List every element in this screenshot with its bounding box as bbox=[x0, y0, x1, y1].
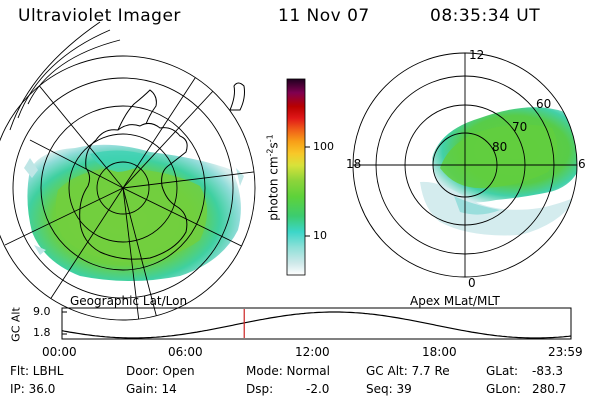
info-dsp: Dsp: bbox=[246, 382, 274, 396]
colorbar bbox=[286, 78, 310, 276]
aurora-image-left bbox=[24, 144, 244, 281]
observation-date: 11 Nov 07 bbox=[278, 6, 370, 26]
mlat-label-60: 60 bbox=[536, 97, 552, 111]
geographic-map bbox=[0, 21, 256, 321]
observation-time: 08:35:34 UT bbox=[430, 6, 541, 26]
x-tick-0000: 00:00 bbox=[42, 345, 77, 359]
coastline bbox=[79, 122, 188, 260]
colorbar-tick-label-100: 100 bbox=[313, 140, 334, 153]
info-glat: GLat: bbox=[486, 364, 519, 378]
info-ip: IP: 36.0 bbox=[10, 382, 56, 396]
info-seq: Seq: 39 bbox=[366, 382, 412, 396]
mlt-label-0: 0 bbox=[468, 276, 476, 290]
altitude-y-tick-high: 9.0 bbox=[33, 305, 51, 318]
info-gain: Gain: 14 bbox=[126, 382, 177, 396]
coastline-south-america bbox=[229, 82, 245, 111]
left-map-label: Geographic Lat/Lon bbox=[70, 294, 188, 308]
altitude-axis-label: GC Alt bbox=[9, 307, 23, 342]
mlat-grid bbox=[352, 52, 578, 278]
instrument-title: Ultraviolet Imager bbox=[18, 6, 181, 26]
info-gc-alt: GC Alt: 7.7 Re bbox=[366, 364, 450, 378]
geo-grid bbox=[0, 21, 256, 321]
altitude-plot-frame bbox=[61, 307, 572, 340]
colorbar-unit-exp2: -1 bbox=[265, 134, 275, 143]
mlt-label-12: 12 bbox=[469, 48, 485, 62]
x-tick-1800: 18:00 bbox=[422, 345, 457, 359]
colorbar-unit-exp1: -2 bbox=[265, 148, 275, 157]
x-tick-2359: 23:59 bbox=[548, 345, 583, 359]
x-tick-1200: 12:00 bbox=[295, 345, 330, 359]
info-door: Door: Open bbox=[126, 364, 195, 378]
mlat-label-80: 80 bbox=[492, 140, 508, 154]
info-glon-value: 280.7 bbox=[532, 382, 567, 396]
colorbar-tick-label-10: 10 bbox=[313, 229, 327, 242]
info-glon: GLon: bbox=[486, 382, 521, 396]
info-mode: Mode: Normal bbox=[246, 364, 330, 378]
info-dsp-value: -2.0 bbox=[306, 382, 330, 396]
right-map-label: Apex MLat/MLT bbox=[410, 294, 500, 308]
info-filter: Flt: LBHL bbox=[10, 364, 64, 378]
coastline-peninsula bbox=[117, 89, 157, 131]
colorbar-unit-mid: s bbox=[266, 142, 281, 149]
mlat-label-70: 70 bbox=[512, 120, 528, 134]
colorbar-unit-text: photon cm bbox=[266, 156, 281, 221]
altitude-y-tick-low: 1.8 bbox=[33, 326, 51, 339]
magnetic-map bbox=[352, 52, 578, 278]
info-glat-value: -83.3 bbox=[532, 364, 564, 378]
colorbar-unit-label: photon cm-2s-1 bbox=[266, 113, 281, 243]
colorbar-gradient bbox=[286, 78, 306, 276]
altitude-curve bbox=[61, 311, 572, 339]
aurora-image-right bbox=[420, 107, 577, 236]
altitude-plot bbox=[61, 307, 572, 340]
mlt-label-6: 6 bbox=[578, 157, 586, 171]
x-tick-0600: 06:00 bbox=[168, 345, 203, 359]
mlt-label-18: 18 bbox=[346, 157, 362, 171]
